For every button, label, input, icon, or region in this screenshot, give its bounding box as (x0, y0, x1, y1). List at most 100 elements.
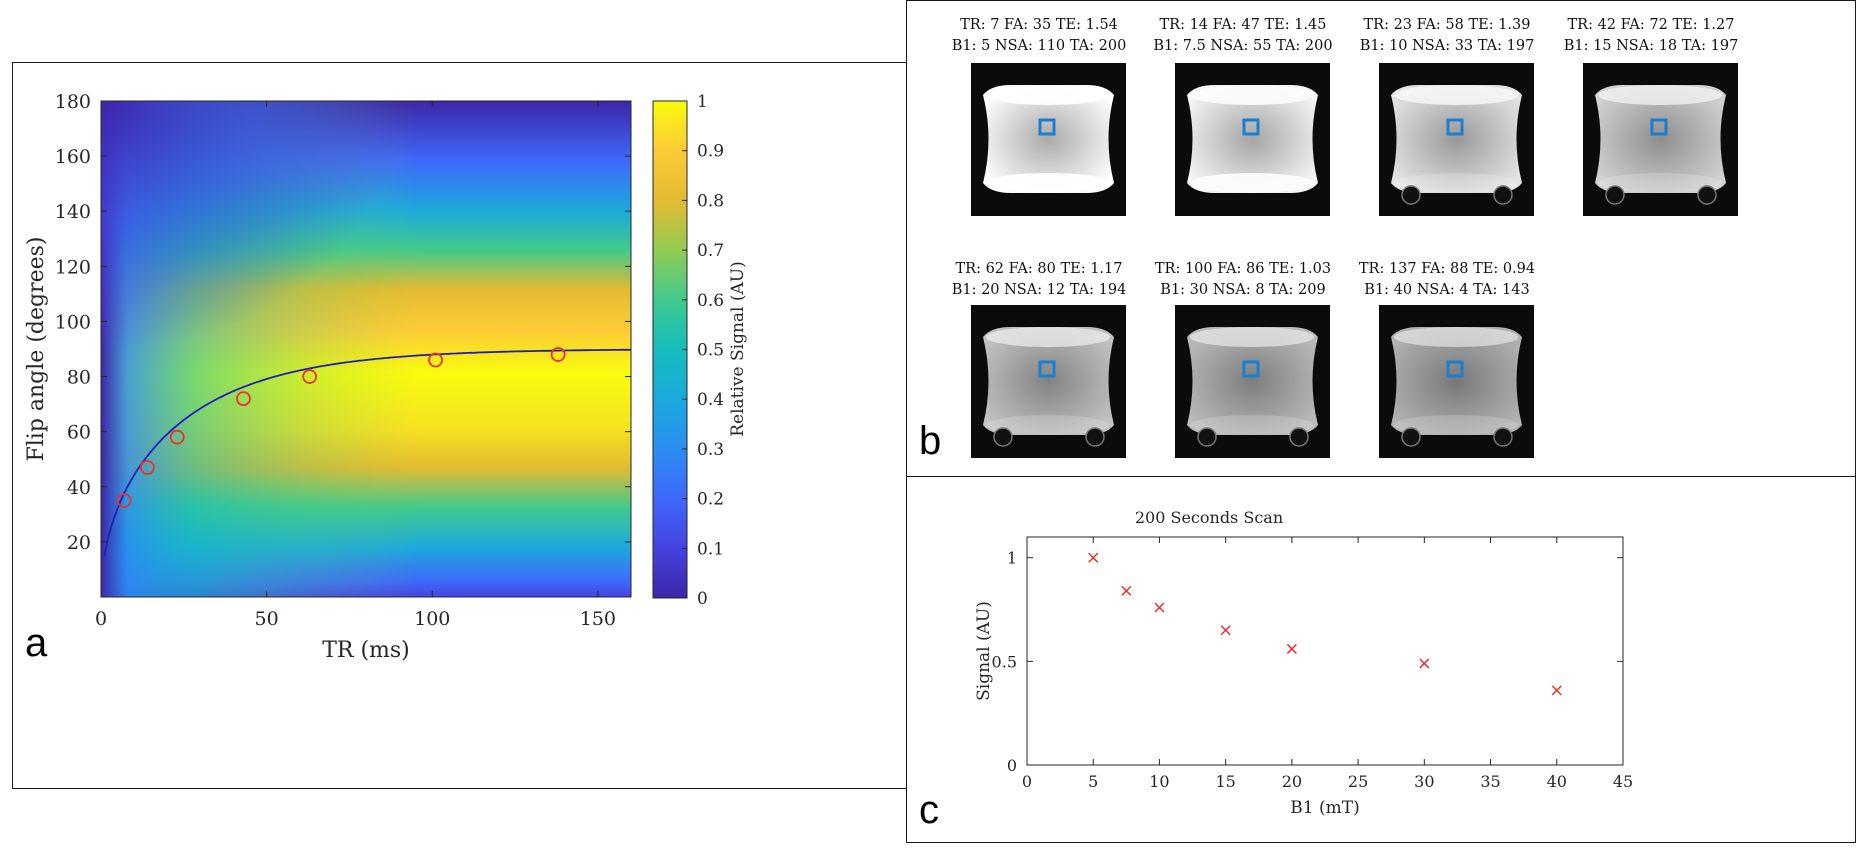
roi-square (1038, 118, 1056, 136)
heatmap-chart: 0 50 100 150 20 40 60 80 100 120 140 160 180 TR (ms… (24, 91, 748, 663)
heatmap-data-point (236, 391, 251, 407)
scatter-data-point (1286, 643, 1297, 654)
heatmap-y-tick-label: 160 (55, 146, 91, 168)
scatter-data-point (1220, 625, 1231, 636)
colorbar-tick-label: 0.8 (697, 191, 724, 211)
phantom-shape (983, 85, 1114, 193)
phantom-artifact (993, 427, 1013, 447)
colorbar-tick-label: 0.2 (697, 490, 724, 510)
heatmap-data-point (116, 493, 132, 508)
scatter-title: 200 Seconds Scan (1135, 508, 1283, 527)
phantom-artifact (1197, 427, 1217, 447)
colorbar-gradient (652, 100, 688, 599)
phantom-shape (1391, 85, 1522, 193)
phantom-shape (1595, 85, 1726, 193)
scan-image (1175, 63, 1330, 216)
scan-params-line1: TR: 62 FA: 80 TE: 1.17 (955, 261, 1123, 277)
scatter-x-tick-label: 5 (1088, 772, 1098, 791)
heatmap-x-tick-label: 0 (95, 608, 107, 630)
heatmap-y-tick-label: 20 (67, 532, 91, 554)
colorbar-tick-label: 0.3 (697, 440, 724, 460)
scan-params-line2: B1: 40 NSA: 4 TA: 143 (1364, 282, 1530, 298)
panel-letter-b: b (919, 419, 942, 463)
phantom-artifact (1697, 185, 1717, 205)
scatter-y-tick-label: 1 (1007, 549, 1017, 568)
scan-parameters: TR: 62 FA: 80 TE: 1.17 B1: 20 NSA: 12 TA:… (934, 259, 1144, 301)
scan-params-line1: TR: 42 FA: 72 TE: 1.27 (1567, 17, 1735, 33)
scatter-x-tick-label: 25 (1348, 772, 1368, 791)
heatmap-data-point (139, 460, 155, 475)
scatter-x-tick-label: 15 (1215, 772, 1235, 791)
scatter-y-tick-label: 0.5 (992, 652, 1017, 671)
heatmap-x-tick-label: 150 (580, 608, 616, 630)
phantom-bottom-edge (1394, 173, 1518, 193)
phantom-artifact (1493, 185, 1513, 205)
colorbar-tick-label: 0.7 (697, 241, 724, 261)
phantom-shape (1187, 85, 1318, 193)
phantom-top-edge (986, 85, 1110, 105)
scatter-data-point (1419, 658, 1430, 669)
scan-image (1379, 305, 1534, 458)
phantom-artifact (1401, 185, 1421, 205)
phantom-bottom-edge (1190, 173, 1314, 193)
scan-params-line1: TR: 137 FA: 88 TE: 0.94 (1358, 261, 1536, 277)
heatmap-frame (100, 100, 632, 598)
phantom-shape (1187, 327, 1318, 435)
scan-image (971, 63, 1126, 216)
scatter-x-tick-label: 30 (1414, 772, 1434, 791)
scatter-x-tick-label: 40 (1547, 772, 1567, 791)
scatter-x-tick-label: 0 (1022, 772, 1032, 791)
scan-parameters: TR: 137 FA: 88 TE: 0.94 B1: 40 NSA: 4 TA:… (1342, 259, 1552, 301)
scatter-data-point (1551, 685, 1562, 696)
heatmap-y-tick-label: 100 (55, 311, 91, 333)
heatmap-data-point (428, 352, 443, 368)
scan-params-line2: B1: 15 NSA: 18 TA: 197 (1563, 38, 1739, 54)
phantom-top-edge (1190, 85, 1314, 105)
roi-square (1650, 118, 1668, 136)
scan-parameters: TR: 42 FA: 72 TE: 1.27 B1: 15 NSA: 18 TA:… (1546, 15, 1756, 57)
scan-parameters: TR: 100 FA: 86 TE: 1.03 B1: 30 NSA: 8 TA:… (1138, 259, 1348, 301)
scan-image (1379, 63, 1534, 216)
heatmap-y-tick-label: 140 (55, 201, 91, 223)
heatmap-y-tick-label: 180 (55, 91, 91, 113)
phantom-top-edge (986, 327, 1110, 347)
phantom-bottom-edge (986, 173, 1110, 193)
roi-square (1446, 118, 1464, 136)
colorbar-tick-label: 0 (697, 589, 708, 609)
phantom-bottom-edge (986, 415, 1110, 435)
heatmap-data-point (550, 347, 566, 362)
colorbar-label: Relative Signal (AU) (728, 261, 748, 437)
panel-b: TR: 7 FA: 35 TE: 1.54 B1: 5 NSA: 110 TA: … (906, 0, 1856, 478)
phantom-artifact (1493, 427, 1513, 447)
scatter-x-tick-label: 35 (1480, 772, 1500, 791)
phantom-top-edge (1190, 327, 1314, 347)
panel-a: 0 50 100 150 20 40 60 80 100 120 140 160 180 TR (ms… (12, 62, 910, 789)
scatter-frame (1026, 536, 1624, 766)
heatmap-y-tick-label: 60 (67, 422, 91, 444)
scan-image (971, 305, 1126, 458)
colorbar-tick-label: 0.6 (697, 291, 724, 311)
phantom-artifact (1085, 427, 1105, 447)
roi-square (1242, 360, 1260, 378)
scan-params-line2: B1: 30 NSA: 8 TA: 209 (1160, 282, 1326, 298)
panel-c: 200 Seconds Scan 0 5 10 15 20 25 30 35 40 45 0 0.5… (906, 476, 1856, 843)
colorbar-tick-label: 1 (697, 92, 708, 112)
scan-image (1583, 63, 1738, 216)
phantom-shape (1391, 327, 1522, 435)
phantom-artifact (1289, 427, 1309, 447)
scan-params-line2: B1: 10 NSA: 33 TA: 197 (1359, 38, 1535, 54)
phantom-shape (983, 327, 1114, 435)
heatmap-y-tick-label: 120 (55, 256, 91, 278)
heatmap-y-tick-label: 80 (67, 367, 91, 389)
phantom-top-edge (1394, 327, 1518, 347)
scatter-x-tick-label: 10 (1149, 772, 1169, 791)
heatmap-x-axis-label: TR (ms) (322, 638, 410, 663)
scatter-chart: 200 Seconds Scan 0 5 10 15 20 25 30 35 40 45 0 0.5… (974, 508, 1633, 818)
panel-letter-a: a (25, 621, 48, 665)
phantom-artifact (1605, 185, 1625, 205)
phantom-top-edge (1394, 85, 1518, 105)
scatter-x-tick-label: 45 (1613, 772, 1633, 791)
phantom-bottom-edge (1598, 173, 1722, 193)
scan-params-line1: TR: 100 FA: 86 TE: 1.03 (1154, 261, 1332, 277)
panel-letter-c: c (919, 788, 939, 832)
